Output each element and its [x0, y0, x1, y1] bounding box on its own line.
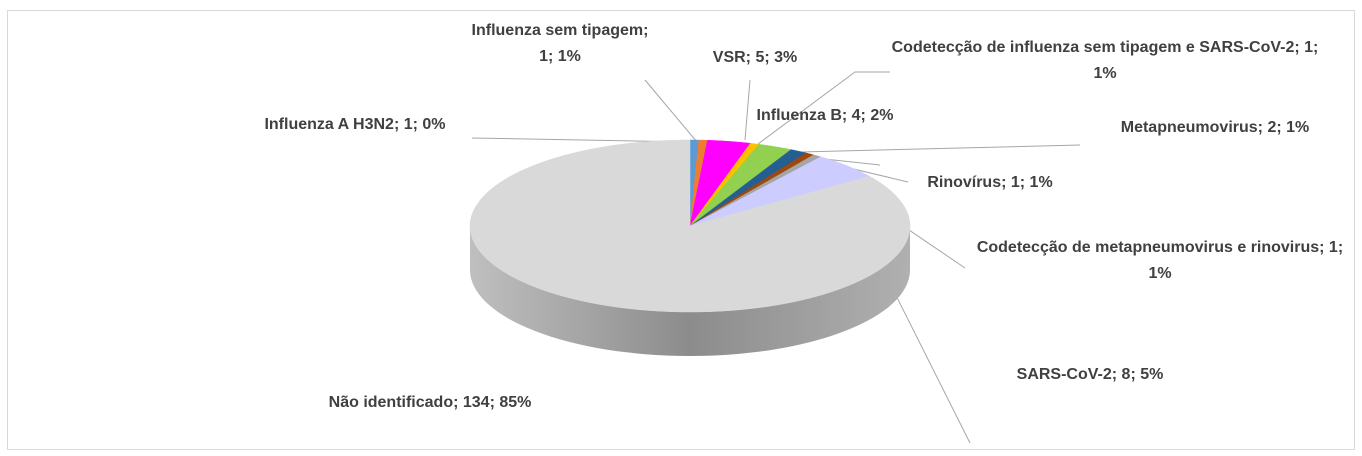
- pie: [469, 139, 911, 356]
- data-label: Influenza B; 4; 2%: [756, 107, 894, 124]
- pie-slice: [689, 144, 792, 227]
- data-label: Metapneumovirus; 2; 1%: [1120, 119, 1310, 136]
- data-label: Codetecção de influenza sem tipagem e SA…: [891, 39, 1319, 82]
- data-label: Influenza sem tipagem; 1; 1%: [471, 22, 649, 65]
- chart-frame: [7, 10, 1355, 450]
- pie-slice: [689, 140, 751, 227]
- data-label: Influenza A H3N2; 1; 0%: [264, 116, 446, 133]
- pie-slice: [469, 139, 911, 313]
- pie-slice: [689, 149, 807, 227]
- data-label: VSR; 5; 3%: [712, 49, 798, 66]
- data-label: Não identificado; 134; 85%: [328, 394, 532, 411]
- data-label: SARS-CoV-2; 8; 5%: [1016, 366, 1164, 383]
- data-label: Codetecção de metapneumovirus e rinoviru…: [976, 239, 1344, 282]
- pie-slice: [689, 156, 871, 227]
- pie-side: [470, 226, 910, 356]
- data-label: Rinovírus; 1; 1%: [927, 174, 1053, 191]
